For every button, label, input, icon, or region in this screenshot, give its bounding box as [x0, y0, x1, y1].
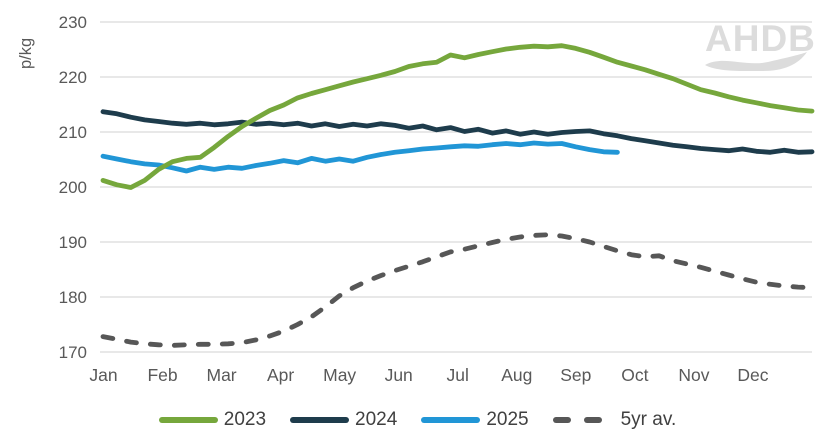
x-tick-label-mar: Mar: [207, 365, 237, 385]
legend-swatch: [290, 417, 350, 423]
y-tick-label: 210: [59, 123, 87, 142]
ahdb-swoosh-icon: [705, 52, 807, 72]
legend-item-2023: 2023: [158, 409, 267, 431]
x-tick-label-aug: Aug: [501, 365, 532, 385]
legend-label: 2025: [486, 409, 529, 430]
x-tick-label-may: May: [323, 365, 356, 385]
y-tick-label: 170: [59, 343, 87, 362]
legend-item-5yr-av-: 5yr av.: [552, 409, 677, 431]
ahdb-watermark-text: AHDB: [705, 18, 816, 59]
x-tick-label-sep: Sep: [560, 365, 591, 385]
legend-swatch: [421, 417, 481, 423]
legend-label: 2023: [223, 409, 267, 430]
series-line-2023: [100, 43, 815, 190]
legend-swatch: [158, 417, 218, 423]
y-tick-label: 190: [59, 233, 87, 252]
chart-legend: 2023 2024 2025 5yr av.: [0, 405, 835, 435]
x-tick-label-oct: Oct: [621, 365, 648, 385]
series-line-5yr-av-: [100, 232, 815, 348]
y-tick-label: 180: [59, 288, 87, 307]
x-tick-label-dec: Dec: [737, 365, 768, 385]
legend-label: 2024: [355, 409, 398, 430]
x-tick-label-nov: Nov: [678, 365, 709, 385]
ahdb-watermark: AHDB: [705, 20, 815, 74]
y-axis-label: p/kg: [17, 38, 35, 69]
y-tick-label: 200: [59, 178, 87, 197]
legend-item-2025: 2025: [421, 409, 529, 431]
x-tick-label-jul: Jul: [447, 365, 469, 385]
legend-label: 5yr av.: [620, 409, 677, 430]
x-tick-label-jun: Jun: [385, 365, 413, 385]
x-tick-label-apr: Apr: [267, 365, 294, 385]
legend-swatch: [552, 417, 615, 423]
y-tick-label: 220: [59, 68, 87, 87]
y-tick-label: 230: [59, 13, 87, 32]
legend-item-2024: 2024: [290, 409, 397, 431]
x-tick-label-feb: Feb: [147, 365, 177, 385]
series-line-2025: [100, 140, 620, 174]
x-tick-label-jan: Jan: [89, 365, 117, 385]
series-line-2024: [100, 109, 815, 155]
